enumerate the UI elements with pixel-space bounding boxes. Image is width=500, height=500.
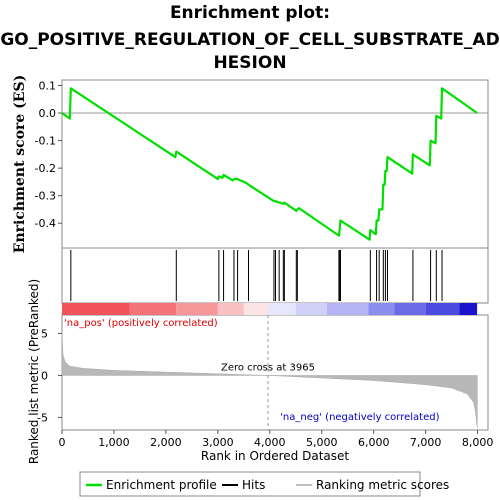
heatmap-segment-5 (268, 303, 296, 315)
xtick-label-2: 2,000 (150, 436, 182, 449)
metric-ytick-label-1: 0 (41, 369, 48, 382)
es-panel-frame (62, 80, 488, 248)
neg-correlated-label: 'na_neg' (negatively correlated) (280, 412, 439, 423)
xtick-label-3: 3,000 (202, 436, 234, 449)
heatmap-segment-7 (327, 303, 369, 315)
heatmap-segment-1 (130, 303, 177, 315)
heatmap-segment-6 (296, 303, 327, 315)
es-ytick-label-5: -0.4 (35, 217, 56, 230)
xtick-label-1: 1,000 (98, 436, 130, 449)
es-ytick-label-4: -0.3 (35, 190, 56, 203)
legend-label-0: Enrichment profile (106, 478, 217, 492)
heatmap-segment-4 (244, 303, 268, 315)
xtick-label-5: 5,000 (306, 436, 338, 449)
heatmap-segment-11 (459, 303, 477, 315)
xtick-label-0: 0 (59, 436, 66, 449)
es-ytick-label-0: 0.1 (39, 80, 57, 93)
xtick-label-4: 4,000 (254, 436, 286, 449)
x-axis-label: Rank in Ordered Dataset (201, 449, 349, 463)
es-ytick-label-2: -0.1 (35, 135, 56, 148)
xtick-label-6: 6,000 (358, 436, 390, 449)
heatmap-segment-9 (394, 303, 425, 315)
hits-panel-frame (62, 248, 488, 303)
es-ytick-label-3: -0.2 (35, 162, 56, 175)
heatmap-segment-3 (218, 303, 244, 315)
heatmap-segment-2 (176, 303, 218, 315)
xtick-label-7: 7,000 (410, 436, 442, 449)
legend-label-1: Hits (242, 478, 265, 492)
es-y-axis-label: Enrichment score (ES) (12, 75, 28, 253)
es-ytick-label-1: 0.0 (39, 107, 57, 120)
metric-y-axis-label: Ranked list metric (PreRanked) (27, 279, 41, 464)
zero-cross-label: Zero cross at 3965 (221, 362, 315, 373)
heatmap-segment-10 (426, 303, 460, 315)
xtick-label-8: 8,000 (462, 436, 494, 449)
heatmap-segment-0 (62, 303, 130, 315)
legend-label-2: Ranking metric scores (316, 478, 449, 492)
pos-correlated-label: 'na_pos' (positively correlated) (64, 318, 218, 329)
metric-ytick-label-0: 5 (41, 327, 48, 340)
heatmap-segment-8 (369, 303, 395, 315)
